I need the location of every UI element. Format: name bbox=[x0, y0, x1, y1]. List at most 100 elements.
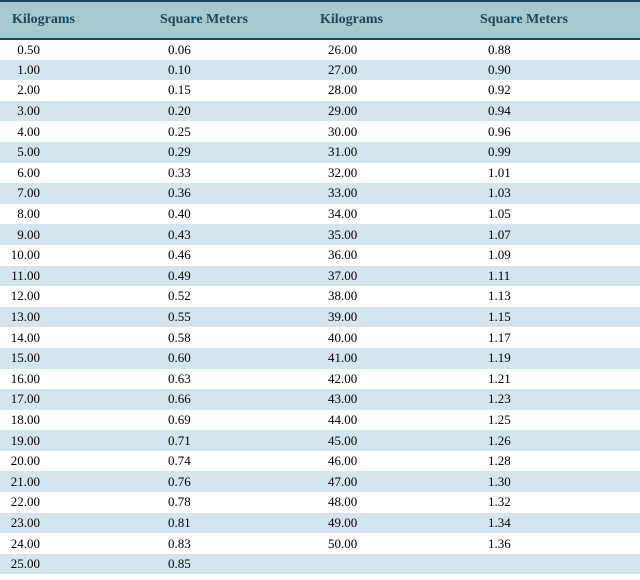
cell-square-meters-2: 1.15 bbox=[480, 307, 640, 328]
cell-kilograms-2: 48.00 bbox=[320, 492, 480, 513]
cell-square-meters-2: 1.32 bbox=[480, 492, 640, 513]
cell-square-meters-2: 1.05 bbox=[480, 204, 640, 225]
cell-square-meters-1: 0.71 bbox=[160, 430, 320, 451]
cell-kilograms-2: 37.00 bbox=[320, 266, 480, 287]
table-row: 22.000.7848.001.32 bbox=[0, 492, 640, 513]
cell-square-meters-1: 0.36 bbox=[160, 183, 320, 204]
cell-square-meters-1: 0.78 bbox=[160, 492, 320, 513]
cell-kilograms-1: 16.00 bbox=[0, 369, 160, 390]
cell-kilograms-2: 30.00 bbox=[320, 121, 480, 142]
cell-kilograms-1: 10.00 bbox=[0, 245, 160, 266]
cell-square-meters-1: 0.55 bbox=[160, 307, 320, 328]
cell-square-meters-1: 0.20 bbox=[160, 101, 320, 122]
cell-kilograms-2: 27.00 bbox=[320, 60, 480, 81]
cell-kilograms-1: 14.00 bbox=[0, 327, 160, 348]
cell-kilograms-2: 29.00 bbox=[320, 101, 480, 122]
cell-kilograms-2: 50.00 bbox=[320, 533, 480, 554]
cell-square-meters-2: 1.25 bbox=[480, 410, 640, 431]
header-kilograms-1: Kilograms bbox=[0, 1, 160, 39]
cell-square-meters-1: 0.85 bbox=[160, 554, 320, 575]
cell-kilograms-1: 17.00 bbox=[0, 389, 160, 410]
cell-kilograms-2: 26.00 bbox=[320, 39, 480, 60]
cell-kilograms-1: 2.00 bbox=[0, 80, 160, 101]
table-body: 0.500.0626.000.881.000.1027.000.902.000.… bbox=[0, 39, 640, 574]
cell-square-meters-1: 0.60 bbox=[160, 348, 320, 369]
cell-square-meters-1: 0.76 bbox=[160, 471, 320, 492]
cell-kilograms-1: 19.00 bbox=[0, 430, 160, 451]
table-row: 17.000.6643.001.23 bbox=[0, 389, 640, 410]
cell-square-meters-2: 1.13 bbox=[480, 286, 640, 307]
cell-kilograms-2: 34.00 bbox=[320, 204, 480, 225]
cell-square-meters-2: 1.36 bbox=[480, 533, 640, 554]
cell-kilograms-2: 32.00 bbox=[320, 163, 480, 184]
table-row: 11.000.4937.001.11 bbox=[0, 266, 640, 287]
cell-square-meters-2: 0.92 bbox=[480, 80, 640, 101]
cell-square-meters-2: 1.09 bbox=[480, 245, 640, 266]
cell-kilograms-2: 39.00 bbox=[320, 307, 480, 328]
cell-kilograms-2 bbox=[320, 554, 480, 575]
cell-square-meters-2: 0.96 bbox=[480, 121, 640, 142]
header-square-meters-1: Square Meters bbox=[160, 1, 320, 39]
cell-square-meters-1: 0.69 bbox=[160, 410, 320, 431]
cell-kilograms-1: 11.00 bbox=[0, 266, 160, 287]
table-row: 25.000.85 bbox=[0, 554, 640, 575]
table-row: 7.000.3633.001.03 bbox=[0, 183, 640, 204]
cell-kilograms-1: 4.00 bbox=[0, 121, 160, 142]
cell-square-meters-1: 0.33 bbox=[160, 163, 320, 184]
cell-square-meters-1: 0.52 bbox=[160, 286, 320, 307]
table-row: 9.000.4335.001.07 bbox=[0, 224, 640, 245]
cell-kilograms-1: 15.00 bbox=[0, 348, 160, 369]
cell-square-meters-2: 0.99 bbox=[480, 142, 640, 163]
table-row: 6.000.3332.001.01 bbox=[0, 163, 640, 184]
table-row: 13.000.5539.001.15 bbox=[0, 307, 640, 328]
cell-square-meters-1: 0.46 bbox=[160, 245, 320, 266]
header-square-meters-2: Square Meters bbox=[480, 1, 640, 39]
cell-square-meters-2: 1.17 bbox=[480, 327, 640, 348]
table-row: 2.000.1528.000.92 bbox=[0, 80, 640, 101]
cell-square-meters-2: 1.21 bbox=[480, 369, 640, 390]
cell-square-meters-1: 0.81 bbox=[160, 513, 320, 534]
table-row: 8.000.4034.001.05 bbox=[0, 204, 640, 225]
table-row: 19.000.7145.001.26 bbox=[0, 430, 640, 451]
cell-square-meters-2: 1.28 bbox=[480, 451, 640, 472]
cell-kilograms-2: 38.00 bbox=[320, 286, 480, 307]
cell-square-meters-2: 0.90 bbox=[480, 60, 640, 81]
cell-kilograms-2: 35.00 bbox=[320, 224, 480, 245]
cell-square-meters-1: 0.15 bbox=[160, 80, 320, 101]
cell-kilograms-2: 44.00 bbox=[320, 410, 480, 431]
table-row: 16.000.6342.001.21 bbox=[0, 369, 640, 390]
cell-square-meters-2: 1.26 bbox=[480, 430, 640, 451]
table-row: 20.000.7446.001.28 bbox=[0, 451, 640, 472]
table-row: 5.000.2931.000.99 bbox=[0, 142, 640, 163]
table-row: 15.000.6041.001.19 bbox=[0, 348, 640, 369]
cell-square-meters-2 bbox=[480, 554, 640, 575]
cell-kilograms-1: 18.00 bbox=[0, 410, 160, 431]
table-row: 23.000.8149.001.34 bbox=[0, 513, 640, 534]
cell-kilograms-1: 9.00 bbox=[0, 224, 160, 245]
table-row: 14.000.5840.001.17 bbox=[0, 327, 640, 348]
cell-kilograms-1: 6.00 bbox=[0, 163, 160, 184]
cell-kilograms-1: 13.00 bbox=[0, 307, 160, 328]
cell-square-meters-2: 1.19 bbox=[480, 348, 640, 369]
table-row: 1.000.1027.000.90 bbox=[0, 60, 640, 81]
cell-kilograms-2: 45.00 bbox=[320, 430, 480, 451]
conversion-table: Kilograms Square Meters Kilograms Square… bbox=[0, 0, 640, 574]
table-header-row: Kilograms Square Meters Kilograms Square… bbox=[0, 1, 640, 39]
cell-kilograms-1: 21.00 bbox=[0, 471, 160, 492]
cell-square-meters-1: 0.58 bbox=[160, 327, 320, 348]
cell-square-meters-1: 0.83 bbox=[160, 533, 320, 554]
cell-kilograms-1: 1.00 bbox=[0, 60, 160, 81]
cell-square-meters-1: 0.43 bbox=[160, 224, 320, 245]
cell-square-meters-1: 0.74 bbox=[160, 451, 320, 472]
cell-square-meters-1: 0.66 bbox=[160, 389, 320, 410]
table-row: 21.000.7647.001.30 bbox=[0, 471, 640, 492]
cell-kilograms-1: 5.00 bbox=[0, 142, 160, 163]
cell-kilograms-1: 0.50 bbox=[0, 39, 160, 60]
cell-kilograms-1: 22.00 bbox=[0, 492, 160, 513]
cell-square-meters-1: 0.63 bbox=[160, 369, 320, 390]
cell-kilograms-1: 24.00 bbox=[0, 533, 160, 554]
cell-kilograms-1: 23.00 bbox=[0, 513, 160, 534]
table-row: 3.000.2029.000.94 bbox=[0, 101, 640, 122]
cell-square-meters-1: 0.40 bbox=[160, 204, 320, 225]
cell-square-meters-2: 1.23 bbox=[480, 389, 640, 410]
